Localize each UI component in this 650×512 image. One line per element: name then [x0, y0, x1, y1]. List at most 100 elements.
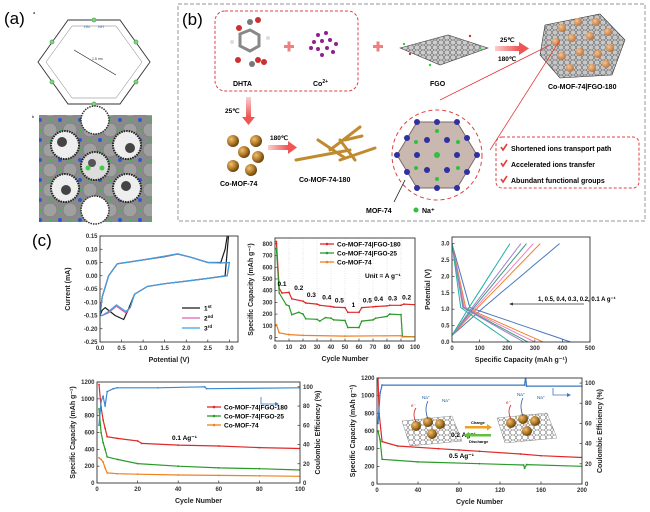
data-point — [540, 454, 542, 457]
discharge-curve — [451, 243, 525, 343]
x-axis-label: Cycle Number — [456, 499, 503, 506]
plot-frame — [96, 381, 301, 484]
x-tick-label: 30 — [314, 345, 321, 351]
legend-label: Co-MOF-74|FGO-25 — [224, 414, 284, 421]
e-path — [508, 404, 512, 420]
data-point — [400, 334, 402, 337]
charge-curve — [451, 243, 522, 336]
y-tick-label: 700 — [262, 254, 273, 260]
data-point — [102, 395, 104, 398]
y-tick-label: 300 — [262, 300, 273, 306]
plot-frame — [451, 236, 591, 343]
charge-curve — [451, 243, 527, 336]
cobalt-ions-icon — [309, 31, 338, 57]
y-tick-label: 100 — [262, 324, 273, 330]
data-point — [377, 430, 379, 432]
data-point — [302, 334, 304, 337]
x-tick-label: 100 — [475, 346, 486, 352]
data-point — [372, 305, 374, 308]
data-point — [288, 304, 290, 307]
legend-label: 2nd — [204, 314, 213, 323]
data-point — [116, 386, 119, 389]
x-tick-label: 400 — [557, 346, 568, 352]
y-tick-label: 0.5 — [441, 324, 450, 330]
right-axis-arrow — [552, 388, 568, 396]
chart-4: 0 20 40 60 80 1000200400600800100012000204060… — [70, 380, 322, 505]
data-point — [304, 317, 307, 320]
data-point — [400, 313, 402, 316]
data-point — [290, 313, 293, 316]
data-point — [304, 302, 307, 304]
y-tick-label: 800 — [262, 242, 273, 248]
data-point — [140, 442, 143, 445]
data-point — [318, 320, 321, 323]
current-density-annotation: 0.1 Ag⁻¹ — [172, 435, 197, 442]
legend-marker — [325, 260, 329, 264]
discharge-curve — [451, 243, 511, 343]
data-point — [136, 462, 139, 465]
y2-tick-label: 20 — [585, 462, 592, 468]
x-tick-label: 300 — [530, 346, 541, 352]
mof-74-label: MOF-74 — [366, 208, 392, 215]
arrow-temp-180: 180℃ — [498, 55, 517, 63]
data-point — [104, 466, 107, 469]
data-point — [285, 303, 288, 306]
particle-icon — [411, 421, 421, 431]
x-tick-label: 500 — [585, 346, 596, 352]
particle-icon — [423, 417, 433, 427]
dhta-molecule-icon — [230, 17, 270, 67]
series-line — [275, 324, 415, 338]
y2-tick-label: 100 — [303, 385, 314, 391]
panel-c-charts: 0.0 0.5 1.0 1.5 2.0 2.5 3.0 -0.25 -0.20 -0.15 -0.1… — [65, 234, 616, 506]
data-point — [275, 247, 278, 250]
y2-tick-label: 60 — [303, 423, 310, 429]
rate-label: 0.3 — [388, 296, 397, 303]
y-tick-label: 0.15 — [86, 234, 98, 240]
y-tick-label: 600 — [262, 265, 273, 271]
x-tick-label: 200 — [577, 488, 588, 494]
data-point — [177, 444, 180, 447]
data-point — [523, 467, 526, 469]
y-tick-label: 1200 — [361, 376, 375, 382]
x-tick-label: 2.5 — [204, 346, 213, 352]
y-tick-label: 0 — [371, 482, 375, 488]
legend-label: Co-MOF-74|FGO-180 — [224, 405, 288, 412]
legend-marker — [212, 414, 216, 418]
data-point — [344, 319, 346, 322]
legend-label: Co-MOF-74 — [337, 260, 372, 267]
chart-5: 0 40 80 120 160 20002004006008001000120002040… — [350, 376, 604, 506]
rate-label: 0.2 — [402, 294, 411, 301]
y-tick-label: 0.05 — [86, 261, 98, 267]
x-tick-label: 3.0 — [225, 346, 234, 352]
y-tick-label: 1000 — [361, 394, 375, 400]
co-mof-74-180-label: Co-MOF-74-180 — [299, 177, 350, 184]
plot-frame — [376, 377, 583, 485]
co-mof-74-label: Co-MOF-74 — [220, 181, 257, 188]
y-axis-label: Specific Capacity (mAh g⁻¹) — [350, 385, 357, 477]
y-tick-label: 2.5 — [441, 258, 450, 264]
y2-axis-label: Coulombic Efficiency (%) — [315, 390, 322, 474]
legend-marker — [325, 251, 329, 255]
rate-label: 0.4 — [374, 296, 383, 303]
na-ion-label: Na⁺ — [422, 395, 431, 400]
x-tick-label: 0 — [450, 346, 454, 352]
data-point — [106, 390, 109, 393]
y-tick-label: 400 — [364, 447, 375, 453]
discharge-curve — [451, 243, 536, 343]
data-point — [346, 311, 349, 314]
data-point — [478, 450, 481, 453]
plus-icon — [284, 41, 294, 52]
data-point — [100, 458, 102, 461]
y-tick-label: 0 — [269, 335, 273, 341]
data-point — [379, 438, 381, 441]
data-point — [275, 240, 278, 243]
data-point — [116, 472, 119, 475]
data-point — [205, 387, 208, 390]
mof-74-pointer-arrow — [393, 179, 406, 203]
data-point — [316, 318, 318, 321]
rate-label: 1 — [352, 302, 356, 309]
discharge-curve — [451, 243, 529, 343]
arrow-head-icon — [487, 424, 492, 431]
y-tick-label: 1.5 — [441, 291, 450, 297]
x-axis-label: Cycle Number — [321, 356, 368, 363]
